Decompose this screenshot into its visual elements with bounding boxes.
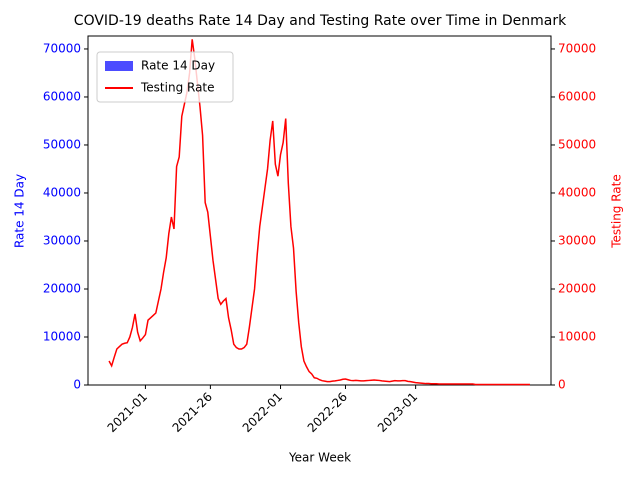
y2-tick-label: 30000 xyxy=(558,233,596,247)
x-tick-label: 2021-01 xyxy=(105,390,150,435)
y-tick-label: 20000 xyxy=(43,281,81,295)
y-tick-label: 10000 xyxy=(43,329,81,343)
y-tick-label: 30000 xyxy=(43,233,81,247)
y-tick-label: 40000 xyxy=(43,185,81,199)
line xyxy=(108,39,530,386)
y2-axis-label: Testing Rate xyxy=(610,174,624,249)
x-tick-label: 2022-01 xyxy=(240,390,285,435)
y2-tick-label: 60000 xyxy=(558,89,596,103)
y-tick-label: 60000 xyxy=(43,89,81,103)
y2-tick-label: 20000 xyxy=(558,281,596,295)
y2-tick-label: 10000 xyxy=(558,329,596,343)
y2-tick-label: 70000 xyxy=(558,41,596,55)
x-axis-label: Year Week xyxy=(288,451,351,465)
y-tick-label: 0 xyxy=(73,378,81,392)
legend-label: Rate 14 Day xyxy=(141,59,215,73)
plot-frame xyxy=(87,35,552,386)
y2-tick-label: 50000 xyxy=(558,137,596,151)
y2-tick-label: 0 xyxy=(558,378,566,392)
legend: Rate 14 Day Testing Rate xyxy=(96,51,234,103)
y-tick-label: 50000 xyxy=(43,137,81,151)
x-tick-label: 2023-01 xyxy=(375,390,420,435)
chart-title: COVID-19 deaths Rate 14 Day and Testing … xyxy=(74,13,567,29)
legend-swatch xyxy=(105,61,133,71)
x-tick-label: 2022-26 xyxy=(305,390,350,435)
y2-tick-label: 40000 xyxy=(558,185,596,199)
x-tick-label: 2021-26 xyxy=(170,390,215,435)
legend-label: Testing Rate xyxy=(140,81,215,95)
y-tick-label: 70000 xyxy=(43,41,81,55)
y-axis-label: Rate 14 Day xyxy=(13,174,27,248)
